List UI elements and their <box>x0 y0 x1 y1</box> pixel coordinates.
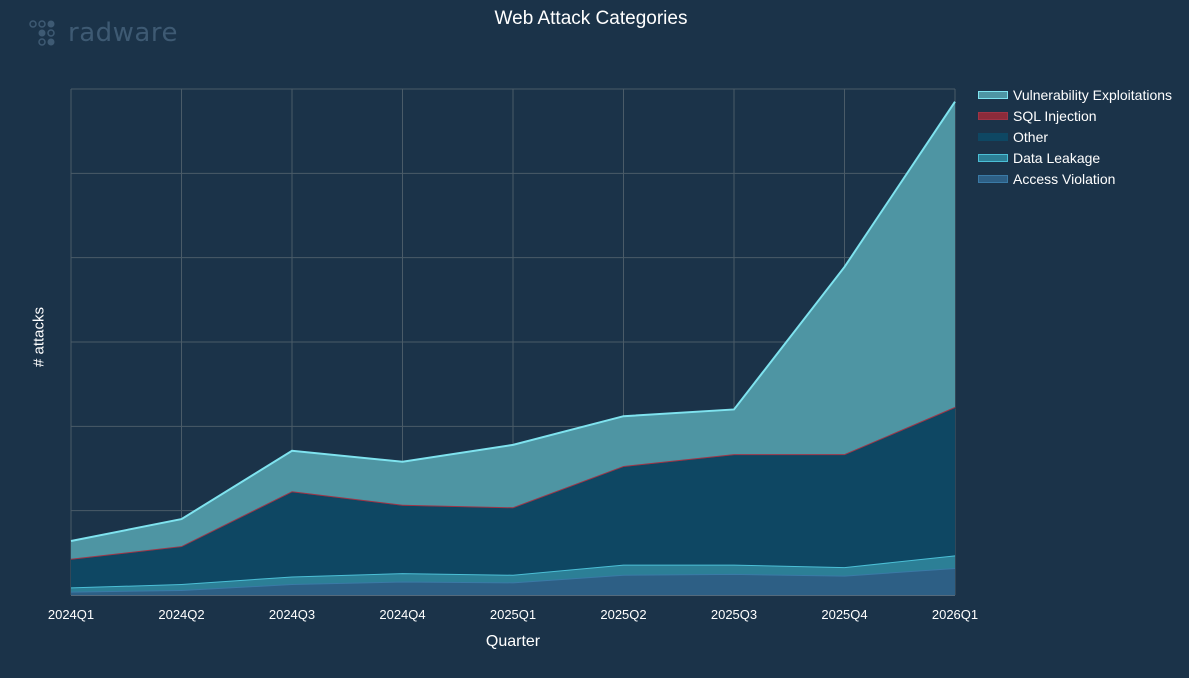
legend-label: Other <box>1013 128 1049 145</box>
x-tick-label: 2025Q1 <box>490 607 536 622</box>
legend-swatch <box>978 111 1008 120</box>
radware-logo-icon <box>29 20 55 46</box>
brand-logo: radware <box>28 18 178 48</box>
legend-label: Access Violation <box>1013 171 1116 188</box>
legend-item[interactable]: Other <box>978 126 1172 147</box>
legend-item[interactable]: Data Leakage <box>978 148 1172 169</box>
chart-legend: Vulnerability Exploitations SQL Injection… <box>978 84 1172 190</box>
legend-label: Vulnerability Exploitations <box>1013 86 1173 103</box>
legend-item[interactable]: Access Violation <box>978 169 1172 190</box>
legend-swatch <box>978 154 1008 163</box>
area-data-leakage <box>71 555 955 592</box>
legend-swatch <box>978 132 1008 141</box>
x-axis-label: Quarter <box>485 633 541 650</box>
brand-name: radware <box>68 18 178 48</box>
legend-swatch <box>978 175 1008 184</box>
legend-label: Data Leakage <box>1013 150 1101 167</box>
x-tick-label: 2024Q4 <box>379 607 425 622</box>
y-axis-label: # attacks <box>30 306 48 368</box>
x-tick-label: 2026Q1 <box>932 607 978 622</box>
x-tick-label: 2025Q2 <box>600 607 646 622</box>
x-tick-label: 2024Q2 <box>158 607 204 622</box>
legend-item[interactable]: SQL Injection <box>978 105 1172 126</box>
x-tick-label: 2025Q4 <box>821 607 867 622</box>
x-tick-label: 2025Q3 <box>711 607 757 622</box>
area-other <box>71 407 955 588</box>
legend-label: SQL Injection <box>1013 107 1097 124</box>
legend-swatch <box>978 90 1008 99</box>
x-tick-label: 2024Q3 <box>269 607 315 622</box>
x-tick-label: 2024Q1 <box>48 607 94 622</box>
legend-item[interactable]: Vulnerability Exploitations <box>978 84 1172 105</box>
chart-title: Web Attack Categories <box>494 8 688 29</box>
area-vulnerability-exploitations <box>71 101 955 559</box>
line-vulnerability-exploitations <box>70 101 956 543</box>
